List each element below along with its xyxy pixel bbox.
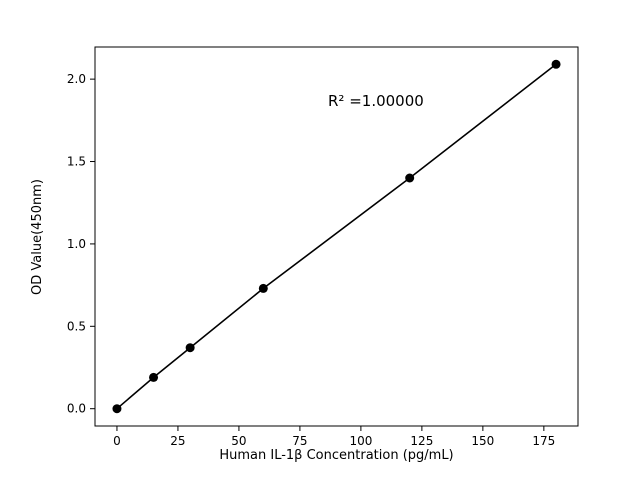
- data-point: [112, 404, 122, 414]
- data-point: [149, 372, 159, 382]
- y-tick-label: 1.5: [67, 155, 86, 169]
- r-squared-annotation: R² =1.00000: [328, 92, 424, 110]
- x-tick-label: 125: [410, 434, 433, 448]
- x-axis-label: Human IL-1β Concentration (pg/mL): [219, 448, 454, 463]
- plot-frame: [94, 46, 579, 427]
- data-point: [258, 283, 268, 293]
- x-tick-label: 100: [349, 434, 372, 448]
- x-tick-label: 150: [471, 434, 494, 448]
- y-tick-label: 1.0: [67, 237, 86, 251]
- data-point: [551, 59, 561, 69]
- standard-curve-line: [116, 63, 557, 410]
- x-tick-label: 0: [113, 434, 121, 448]
- y-tick-label: 0.0: [67, 402, 86, 416]
- x-tick-label: 175: [532, 434, 555, 448]
- y-tick-label: 0.5: [67, 319, 86, 333]
- data-point: [405, 173, 415, 183]
- data-point: [185, 343, 195, 353]
- x-tick-label: 75: [292, 434, 307, 448]
- x-tick-label: 25: [170, 434, 185, 448]
- x-tick-label: 50: [231, 434, 246, 448]
- y-tick-label: 2.0: [67, 72, 86, 86]
- y-axis-label: OD Value(450nm): [30, 179, 45, 295]
